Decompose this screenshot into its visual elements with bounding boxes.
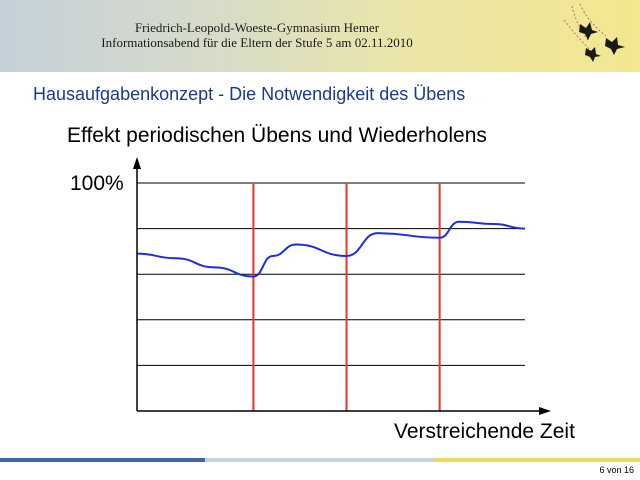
- x-axis-label: Verstreichende Zeit: [394, 420, 575, 443]
- x-axis-arrow: [539, 407, 551, 415]
- event-title: Informationsabend für die Eltern der Stu…: [101, 35, 413, 50]
- footer-bar-blue: [0, 458, 205, 462]
- school-name: Friedrich-Leopold-Woeste-Gymnasium Hemer: [134, 20, 380, 35]
- footer-bar-yellow: [435, 458, 640, 462]
- flying-birds-logo-icon: [563, 3, 625, 62]
- slide-header: Friedrich-Leopold-Woeste-Gymnasium Hemer…: [0, 0, 640, 72]
- page-number: 6 von 16: [599, 465, 634, 475]
- slide-subtitle: Hausaufgabenkonzept - Die Notwendigkeit …: [33, 84, 466, 104]
- retention-curve: [136, 220, 526, 278]
- footer-bar-grey: [205, 458, 435, 462]
- y-axis-arrow: [133, 157, 141, 169]
- chart-title: Effekt periodischen Übens und Wiederhole…: [67, 124, 487, 147]
- y-axis-max-label: 100%: [70, 172, 124, 195]
